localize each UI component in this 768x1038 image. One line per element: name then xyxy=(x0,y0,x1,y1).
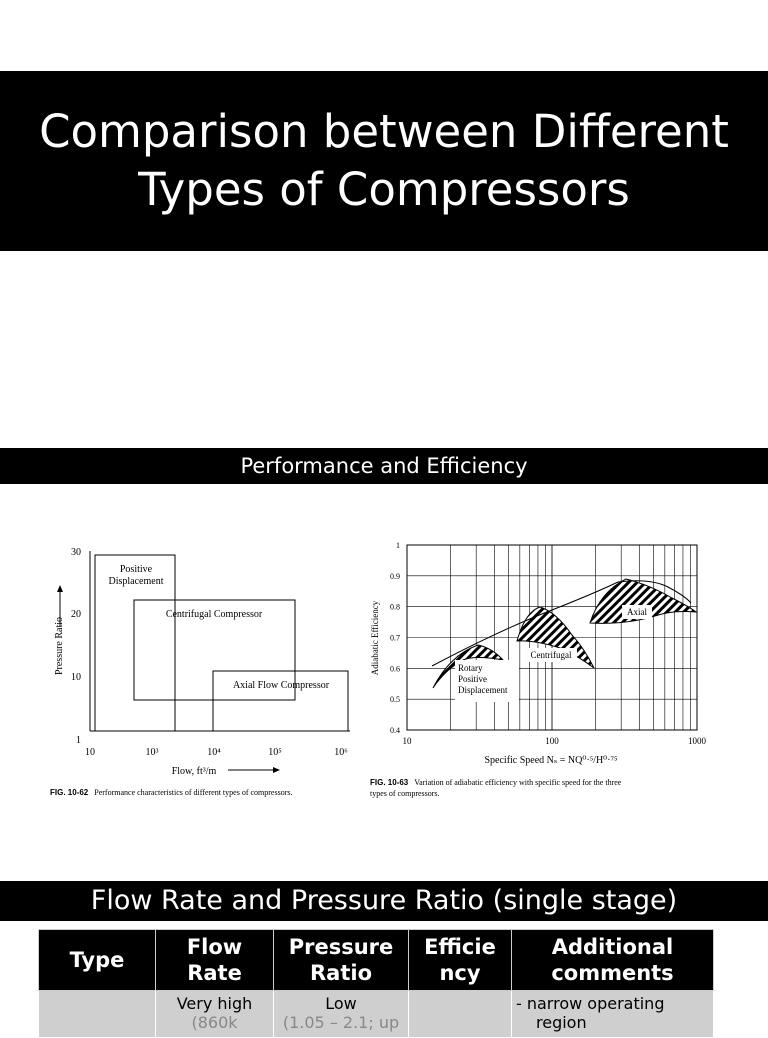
x-axis-label: Flow, ft³/m xyxy=(172,766,217,777)
x-tick-label: 10 xyxy=(403,736,413,746)
y-tick-label: 0.5 xyxy=(390,695,400,704)
x-tick-label: 100 xyxy=(545,736,559,746)
cell-type xyxy=(38,990,156,1038)
x-tick-label: 1000 xyxy=(688,736,707,746)
region-centrifugal-compressor xyxy=(133,599,296,701)
section-heading-flow-rate: Flow Rate and Pressure Ratio (single sta… xyxy=(0,881,768,921)
y-axis-label: Adiabatic Efficiency xyxy=(370,600,380,675)
y-tick-label: 1 xyxy=(396,541,400,550)
cell-flow-rate: Very high (860k xyxy=(155,990,274,1038)
y-tick-label: 30 xyxy=(71,547,81,558)
header-additional-comments: Additional comments xyxy=(511,929,714,991)
comparison-table: Type Flow Rate Pressure Ratio Efficie ncy A… xyxy=(38,929,714,1038)
y-arrow-head xyxy=(57,585,63,592)
header-efficiency: Efficie ncy xyxy=(408,929,512,991)
y-tick-label: 0.7 xyxy=(390,634,400,643)
x-tick-label: 10³ xyxy=(146,747,159,758)
x-tick-labels: 10 10³ 10⁴ 10⁵ 10⁶ xyxy=(85,747,348,758)
y-tick-labels: 30 20 10 1 xyxy=(71,547,81,746)
y-tick-label: 0.8 xyxy=(390,603,400,612)
table-header-row: Type Flow Rate Pressure Ratio Efficie ncy A… xyxy=(38,929,714,991)
header-flow-rate: Flow Rate xyxy=(155,929,274,991)
table-row: Very high (860k Low (1.05 – 2.1; up - narr… xyxy=(38,990,714,1038)
section-heading-performance: Performance and Efficiency xyxy=(0,448,768,484)
region-axial-flow-compressor xyxy=(212,670,349,732)
y-tick-label: 10 xyxy=(71,672,81,683)
envelope-curve xyxy=(431,580,692,667)
x-tick-label: 10⁴ xyxy=(207,747,221,758)
plot-frame xyxy=(406,544,698,731)
figure-10-63: 1 0.9 0.8 0.7 0.6 0.5 0.4 10 100 1000 Rotary Posi… xyxy=(370,541,707,798)
x-tick-label: 10⁵ xyxy=(268,747,282,758)
cell-pressure-ratio: Low (1.05 – 2.1; up xyxy=(273,990,409,1038)
figures-panel: 30 20 10 1 10 10³ 10⁴ 10⁵ 10⁶ Positive Displacem… xyxy=(50,541,707,798)
y-tick-label: 0.4 xyxy=(390,726,400,735)
caption-fig-10-62: FIG. 10-62 Performance characteristics of… xyxy=(50,788,292,797)
region-label-axial: Axial xyxy=(627,607,647,617)
y-tick-label: 0.6 xyxy=(390,664,400,673)
region-label-positive-displacement: Positive Displacement xyxy=(109,564,164,587)
figure-10-62: 30 20 10 1 10 10³ 10⁴ 10⁵ 10⁶ Positive Displacem… xyxy=(50,547,350,797)
page-title: Comparison between Different Types of Co… xyxy=(39,105,729,216)
x-axis-label: Specific Speed Nₛ = NQ⁰·⁵/H⁰·⁷⁵ xyxy=(484,755,617,766)
x-tick-labels: 10 100 1000 xyxy=(403,736,707,746)
region-label-centrifugal: Centrifugal xyxy=(531,650,572,660)
region-positive-displacement xyxy=(94,554,176,732)
header-type: Type xyxy=(38,929,156,991)
y-tick-label: 1 xyxy=(76,735,81,746)
cell-efficiency xyxy=(408,990,512,1038)
region-label-axial: Axial Flow Compressor xyxy=(233,680,330,691)
caption-fig-10-63: FIG. 10-63 Variation of adiabatic efficie… xyxy=(370,778,623,798)
title-bar: Comparison between Different Types of Co… xyxy=(0,71,768,251)
x-tick-label: 10⁶ xyxy=(334,747,348,758)
x-arrow-head xyxy=(273,767,280,773)
region-rotary-positive-displacement xyxy=(432,644,505,689)
y-tick-labels: 1 0.9 0.8 0.7 0.6 0.5 0.4 xyxy=(390,541,400,735)
header-pressure-ratio: Pressure Ratio xyxy=(273,929,409,991)
y-tick-label: 20 xyxy=(71,609,81,620)
cell-additional-comments: - narrow operating region xyxy=(511,990,714,1038)
region-label-rotary: Rotary Positive Displacement xyxy=(458,663,508,695)
y-axis-label: Pressure Ratio xyxy=(54,617,65,675)
x-tick-label: 10 xyxy=(85,747,95,758)
y-tick-label: 0.9 xyxy=(390,572,400,581)
region-label-centrifugal: Centrifugal Compressor xyxy=(166,609,263,620)
